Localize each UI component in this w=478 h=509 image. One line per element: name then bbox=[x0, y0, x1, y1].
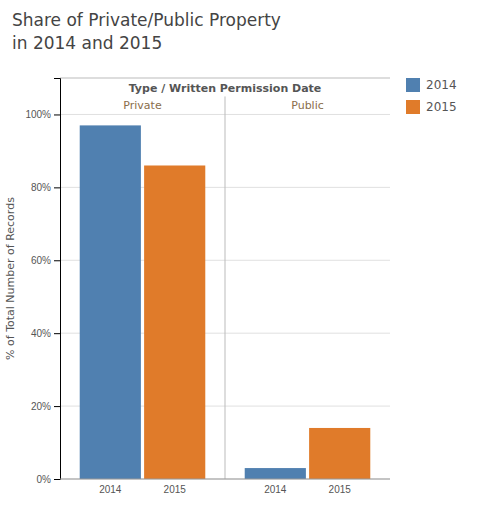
x-tick-label: 2014 bbox=[264, 484, 287, 495]
y-tick: 60% bbox=[31, 255, 60, 266]
x-tick: 2014 bbox=[99, 484, 122, 495]
x-tick: 2014 bbox=[264, 484, 287, 495]
bar bbox=[245, 468, 306, 479]
group-label: Public bbox=[291, 99, 324, 112]
y-tick: 40% bbox=[31, 328, 60, 339]
y-tick-mark bbox=[54, 479, 60, 480]
x-tick: 2015 bbox=[329, 484, 352, 495]
y-tick-label: 0% bbox=[37, 474, 52, 485]
legend-label: 2015 bbox=[426, 100, 457, 114]
plot: 0% 20% 40% 60% 80% 100% % of Total Number of R… bbox=[4, 78, 457, 495]
x-tick: 2015 bbox=[164, 484, 187, 495]
x-axis-group: 2014 2015 bbox=[264, 484, 351, 495]
x-baseline bbox=[60, 479, 390, 480]
title: Share of Private/Public Property bbox=[12, 10, 281, 30]
subtitle: in 2014 and 2015 bbox=[12, 33, 162, 53]
y-axis-title: % of Total Number of Records bbox=[4, 197, 17, 360]
y-tick: 20% bbox=[31, 401, 60, 412]
bars bbox=[80, 125, 371, 479]
y-tick-mark bbox=[54, 260, 60, 261]
chart-container: Share of Private/Public Property in 2014 … bbox=[0, 0, 478, 509]
x-axis-title: Type / Written Permission Date bbox=[129, 82, 322, 95]
grid-line bbox=[60, 479, 390, 480]
y-tick-label: 60% bbox=[31, 255, 51, 266]
y-tick-label: 100% bbox=[25, 109, 51, 120]
frame-top bbox=[60, 78, 390, 79]
x-axis-group: 2014 2015 bbox=[99, 484, 186, 495]
y-tick-label: 80% bbox=[31, 182, 51, 193]
y-tick: 100% bbox=[25, 109, 60, 120]
legend: 2014 2015 bbox=[406, 78, 457, 114]
y-tick-mark bbox=[54, 187, 60, 188]
y-tick-mark bbox=[54, 114, 60, 115]
y-tick-mark bbox=[54, 406, 60, 407]
y-axis-line bbox=[54, 79, 61, 480]
bar bbox=[309, 428, 370, 479]
y-axis: 0% 20% 40% 60% 80% 100% bbox=[25, 79, 60, 485]
x-tick-label: 2015 bbox=[329, 484, 352, 495]
y-tick: 80% bbox=[31, 182, 60, 193]
group-label: Private bbox=[123, 99, 162, 112]
bar bbox=[80, 125, 141, 479]
y-tick-label: 20% bbox=[31, 401, 51, 412]
bar bbox=[144, 165, 205, 479]
legend-swatch bbox=[406, 100, 420, 114]
group-separator bbox=[225, 96, 226, 479]
legend-label: 2014 bbox=[426, 78, 457, 92]
y-tick-mark bbox=[54, 333, 60, 334]
y-tick: 0% bbox=[37, 474, 60, 485]
x-tick-label: 2015 bbox=[164, 484, 187, 495]
legend-item: 2014 bbox=[406, 78, 457, 92]
y-tick-label: 40% bbox=[31, 328, 51, 339]
x-tick-label: 2014 bbox=[99, 484, 122, 495]
legend-swatch bbox=[406, 78, 420, 92]
chart-svg: Share of Private/Public Property in 2014 … bbox=[0, 0, 478, 509]
legend-item: 2015 bbox=[406, 100, 457, 114]
